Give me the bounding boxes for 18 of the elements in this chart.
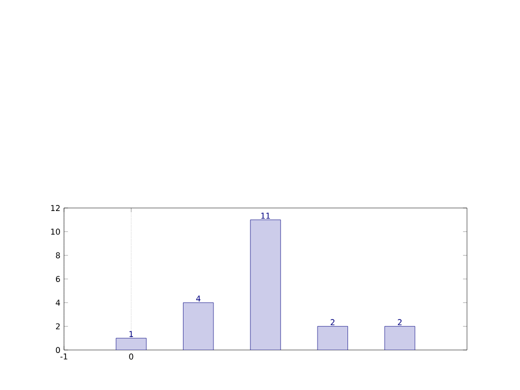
bar [183, 302, 214, 350]
x-tick-label: -1 [60, 354, 68, 360]
data-label: 2 [398, 319, 402, 326]
y-tick-label: 6 [56, 276, 60, 282]
y-tick-label: 8 [56, 252, 60, 258]
y-tick-label: 12 [51, 205, 60, 211]
data-label: 4 [196, 296, 200, 302]
y-tick-label: 2 [56, 323, 60, 330]
y-tick-label: 4 [56, 300, 60, 306]
bar [116, 338, 146, 350]
data-label: 1 [130, 331, 133, 337]
y-tick-label: 0 [56, 346, 60, 354]
data-label: 2 [330, 319, 334, 326]
bar [384, 326, 416, 350]
bar [250, 220, 281, 350]
bar [317, 326, 348, 350]
y-tick-label: 10 [51, 228, 60, 235]
data-label: 11 [261, 212, 270, 219]
